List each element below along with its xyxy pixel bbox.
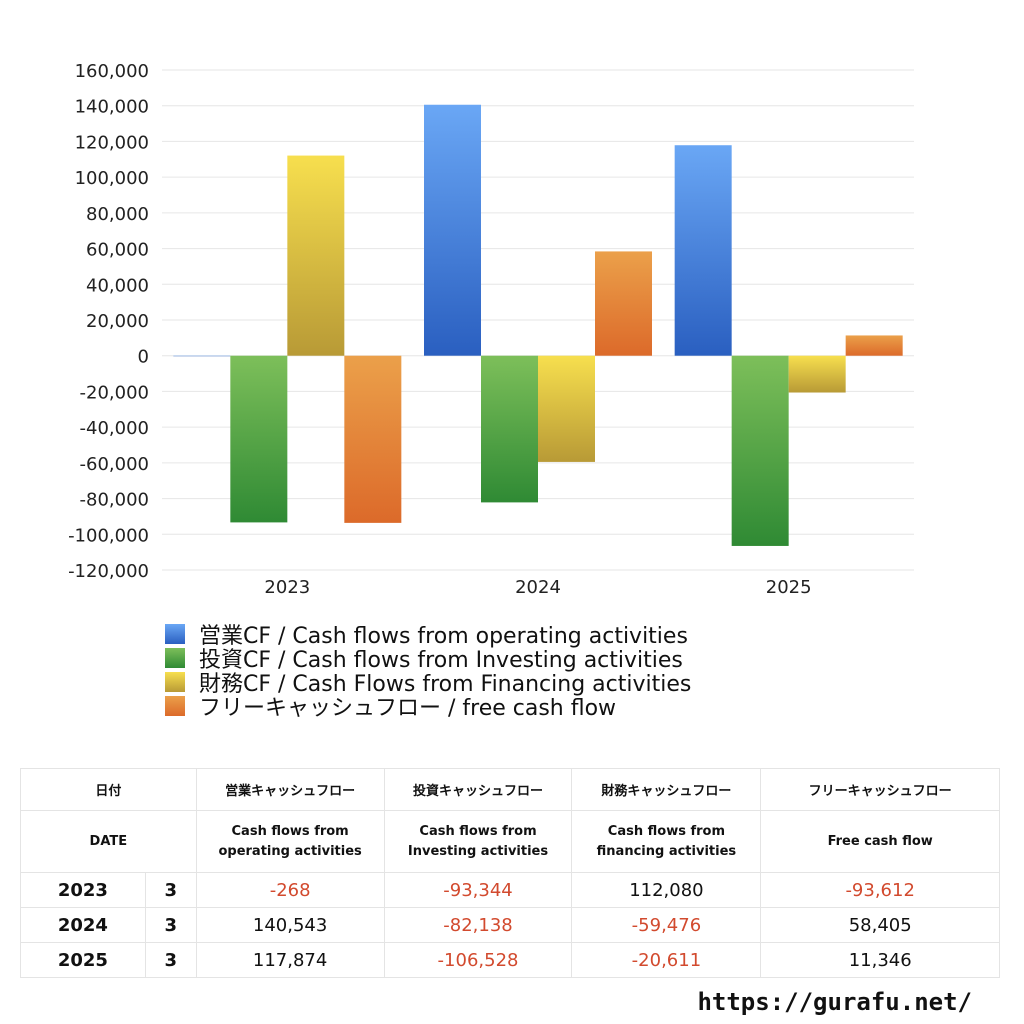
header-operating-jp: 営業キャッシュフロー (195, 768, 385, 811)
header-date-en: DATE (20, 810, 197, 873)
table-row: 2023 3 -268 -93,344 112,080 -93,612 (20, 872, 1000, 908)
header-free-cf-jp: フリーキャッシュフロー (760, 768, 1000, 811)
header-free-cf-en: Free cash flow (760, 810, 1000, 873)
y-tick-label: -60,000 (80, 454, 149, 475)
legend-label: フリーキャッシュフロー / free cash flow (199, 696, 617, 721)
header-investing-en-text: Cash flows from Investing activities (407, 823, 549, 859)
cash-flow-chart: 160,000 140,000 120,000 100,000 80,000 60,000… (68, 61, 914, 598)
cell-value: -106,528 (383, 942, 573, 978)
row-year: 2024 (20, 907, 146, 943)
header-operating-en-text: Cash flows from operating activities (218, 823, 362, 859)
cash-flow-table: 日付 営業キャッシュフロー 投資キャッシュフロー 財務キャッシュフロー フリーキ… (20, 768, 1000, 978)
bar-investing-2024 (481, 355, 538, 503)
bar-financing-2025 (788, 355, 846, 393)
legend-item-operating: 営業CF / Cash flows from operating activit… (165, 622, 691, 649)
bar-investing-2023 (230, 355, 288, 523)
legend-item-free-cash-flow: フリーキャッシュフロー / free cash flow (165, 694, 691, 721)
legend-swatch-operating (165, 624, 185, 644)
bar-free-cash-flow-2023 (344, 355, 402, 523)
y-tick-label: 80,000 (86, 204, 149, 225)
cell-value: 11,346 (760, 942, 1000, 978)
header-operating-en: Cash flows from operating activities (195, 810, 385, 873)
bar-financing-2024 (538, 355, 595, 462)
cell-value: -268 (195, 872, 385, 908)
cell-value: -93,344 (383, 872, 573, 908)
x-tick-label: 2023 (264, 577, 310, 598)
header-investing-jp: 投資キャッシュフロー (383, 768, 573, 811)
header-financing-en: Cash flows from financing activities (571, 810, 762, 873)
row-year: 2025 (20, 942, 146, 978)
cell-value: -59,476 (571, 907, 762, 943)
header-financing-jp: 財務キャッシュフロー (571, 768, 762, 811)
cell-value: -20,611 (571, 942, 762, 978)
y-tick-label: 20,000 (86, 311, 149, 332)
row-month: 3 (144, 942, 197, 978)
cell-value: 112,080 (571, 872, 762, 908)
y-tick-label: -80,000 (80, 490, 149, 511)
table-header-jp: 日付 営業キャッシュフロー 投資キャッシュフロー 財務キャッシュフロー フリーキ… (20, 768, 1000, 811)
bars (173, 104, 903, 546)
y-tick-label: 0 (138, 347, 149, 368)
header-date-jp: 日付 (20, 768, 197, 811)
y-axis-tick-labels: 160,000 140,000 120,000 100,000 80,000 60,000… (68, 61, 149, 582)
legend: 営業CF / Cash flows from operating activit… (165, 622, 691, 721)
bar-investing-2025 (731, 355, 789, 546)
row-year: 2023 (20, 872, 146, 908)
table-row: 2025 3 117,874 -106,528 -20,611 11,346 (20, 942, 1000, 978)
y-tick-label: 140,000 (75, 97, 149, 118)
bar-operating-2024 (424, 104, 481, 356)
y-tick-label: 40,000 (86, 275, 149, 296)
y-tick-label: -100,000 (68, 525, 149, 546)
row-month: 3 (144, 872, 197, 908)
y-tick-label: -20,000 (80, 382, 149, 403)
y-tick-label: -120,000 (68, 561, 149, 582)
bar-financing-2023 (287, 155, 345, 356)
legend-swatch-free-cash-flow (165, 696, 185, 716)
cell-value: 58,405 (760, 907, 1000, 943)
bar-free-cash-flow-2024 (595, 251, 652, 356)
header-investing-en: Cash flows from Investing activities (383, 810, 573, 873)
cell-value: -93,612 (760, 872, 1000, 908)
x-tick-label: 2024 (515, 577, 561, 598)
legend-item-financing: 財務CF / Cash Flows from Financing activit… (165, 670, 691, 697)
bar-free-cash-flow-2025 (845, 335, 903, 356)
table-row: 2024 3 140,543 -82,138 -59,476 58,405 (20, 907, 1000, 943)
legend-label: 財務CF / Cash Flows from Financing activit… (199, 672, 692, 697)
table-header-en: DATE Cash flows from operating activitie… (20, 810, 1000, 873)
row-month: 3 (144, 907, 197, 943)
bar-operating-2023 (173, 355, 231, 357)
legend-item-investing: 投資CF / Cash flows from Investing activit… (165, 646, 691, 673)
legend-swatch-financing (165, 672, 185, 692)
x-axis-tick-labels: 2023 2024 2025 (264, 577, 811, 598)
y-tick-label: 160,000 (75, 61, 149, 82)
y-tick-label: 100,000 (75, 168, 149, 189)
bar-operating-2025 (674, 145, 732, 356)
y-tick-label: 60,000 (86, 240, 149, 261)
cell-value: 140,543 (195, 907, 385, 943)
header-financing-en-text: Cash flows from financing activities (596, 823, 737, 859)
y-tick-label: 120,000 (75, 132, 149, 153)
footer-url[interactable]: https://gurafu.net/ (697, 988, 972, 1016)
y-tick-label: -40,000 (80, 418, 149, 439)
legend-label: 営業CF / Cash flows from operating activit… (199, 624, 688, 649)
x-tick-label: 2025 (766, 577, 812, 598)
cell-value: -82,138 (383, 907, 573, 943)
legend-label: 投資CF / Cash flows from Investing activit… (199, 648, 683, 673)
legend-swatch-investing (165, 648, 185, 668)
cell-value: 117,874 (195, 942, 385, 978)
